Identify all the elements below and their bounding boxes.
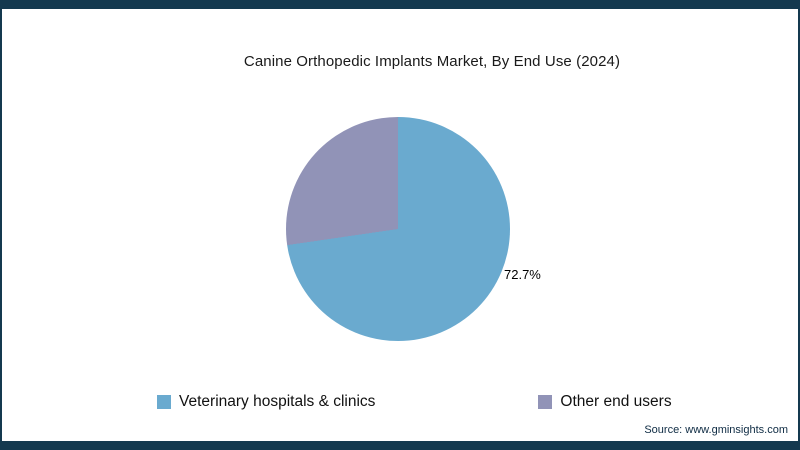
- pie-chart: [286, 117, 510, 341]
- legend-label-other: Other end users: [560, 393, 672, 410]
- source-text: Source: www.gminsights.com: [644, 424, 788, 436]
- chart-title: Canine Orthopedic Implants Market, By En…: [243, 53, 621, 70]
- legend-swatch-veterinary: [157, 395, 171, 409]
- pie-data-label: 72.7%: [504, 267, 541, 282]
- legend-label-veterinary: Veterinary hospitals & clinics: [179, 393, 376, 410]
- legend-item-veterinary: Veterinary hospitals & clinics: [157, 393, 375, 411]
- legend: Veterinary hospitals & clinics Other end…: [157, 393, 672, 411]
- legend-item-other: Other end users: [538, 393, 672, 411]
- legend-swatch-other: [538, 395, 553, 409]
